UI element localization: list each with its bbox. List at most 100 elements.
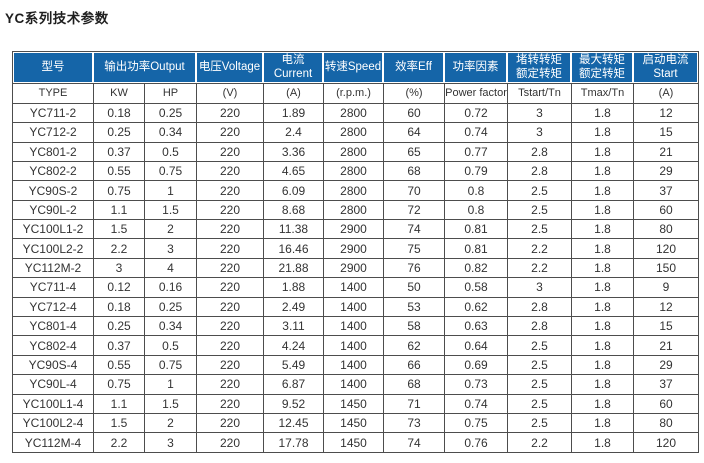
table-cell: 15 <box>633 316 698 336</box>
table-cell: 64 <box>383 122 444 142</box>
table-cell: 0.81 <box>444 238 507 258</box>
table-cell: 120 <box>633 238 698 258</box>
table-cell: 0.12 <box>93 277 144 297</box>
table-cell: 1450 <box>323 393 383 413</box>
header-row-units: TYPE KW HP (V) (A) (r.p.m.) (%) Power factor Tst… <box>13 82 698 103</box>
column-header-1: 输出功率Output <box>93 52 196 83</box>
column-header-0: 型号 <box>13 52 93 83</box>
table-cell: 2900 <box>323 238 383 258</box>
table-cell: 0.75 <box>93 180 144 200</box>
table-cell: 3 <box>507 122 571 142</box>
table-cell: 37 <box>633 180 698 200</box>
table-cell: 1 <box>144 180 196 200</box>
table-cell: 2800 <box>323 180 383 200</box>
table-cell: 76 <box>383 257 444 278</box>
table-cell: 37 <box>633 374 698 394</box>
header-row-main: 型号 输出功率Output 电压Voltage 电流Current 转速Speed 效率E… <box>13 52 698 83</box>
table-row: YC90L-2 1.1 1.5 220 8.68 2800 72 0.8 2.5 1.8 60 <box>13 199 698 220</box>
table-cell: 0.34 <box>144 316 196 336</box>
table-cell: 9 <box>633 277 698 297</box>
table-cell: 2800 <box>323 102 383 123</box>
table-cell: 220 <box>196 141 263 161</box>
table-cell: 0.8 <box>444 199 507 220</box>
table-cell: 0.73 <box>444 374 507 394</box>
table-row: YC711-4 0.12 0.16 220 1.88 1400 50 0.58 3 1.8 9 <box>13 277 698 297</box>
spec-table: 型号 输出功率Output 电压Voltage 电流Current 转速Speed 效率E… <box>12 51 699 453</box>
table-cell: 220 <box>196 432 263 452</box>
table-cell: 2.5 <box>507 219 571 239</box>
table-cell: 220 <box>196 257 263 278</box>
table-cell: 80 <box>633 219 698 239</box>
table-cell: 220 <box>196 238 263 258</box>
table-cell: 9.52 <box>263 393 323 413</box>
model-cell: YC90L-4 <box>13 374 93 393</box>
table-cell: 1.8 <box>571 238 633 258</box>
model-cell: YC90S-4 <box>13 354 93 374</box>
table-cell: 1.5 <box>144 199 196 220</box>
table-cell: 2.5 <box>507 413 571 433</box>
table-row: YC112M-4 2.2 3 220 17.78 1450 74 0.76 2.2 1.8 120 <box>13 432 698 452</box>
table-row: YC90L-4 0.75 1 220 6.87 1400 68 0.73 2.5 1.8 37 <box>13 374 698 394</box>
table-row: YC90S-4 0.55 0.75 220 5.49 1400 66 0.69 2.5 1.8 29 <box>13 354 698 375</box>
table-row: YC100L1-2 1.5 2 220 11.38 2900 74 0.81 2.5 1.8 80 <box>13 219 698 239</box>
table-cell: 0.25 <box>93 122 144 142</box>
model-cell: YC712-4 <box>13 296 93 316</box>
table-cell: 1.8 <box>571 160 633 181</box>
table-cell: 1.8 <box>571 316 633 336</box>
model-cell: YC100L1-4 <box>13 393 93 413</box>
table-cell: 50 <box>383 277 444 297</box>
table-cell: 1.8 <box>571 354 633 375</box>
table-cell: 29 <box>633 354 698 375</box>
model-cell: YC801-4 <box>13 316 93 335</box>
unit-header-8: Tstart/Tn <box>507 82 571 103</box>
table-cell: 2800 <box>323 122 383 142</box>
table-cell: 0.82 <box>444 257 507 278</box>
table-cell: 29 <box>633 160 698 181</box>
table-cell: 0.8 <box>444 180 507 200</box>
table-cell: 2 <box>144 413 196 433</box>
table-cell: 1450 <box>323 432 383 452</box>
table-cell: 2.5 <box>507 374 571 394</box>
table-cell: 1.88 <box>263 277 323 297</box>
table-cell: 1400 <box>323 374 383 394</box>
table-cell: 0.81 <box>444 219 507 239</box>
table-cell: 1450 <box>323 413 383 433</box>
unit-header-7: Power factor <box>444 82 507 103</box>
table-cell: 1.8 <box>571 180 633 200</box>
table-cell: 220 <box>196 219 263 239</box>
table-cell: 1.8 <box>571 257 633 278</box>
table-cell: 2.8 <box>507 316 571 336</box>
table-cell: 21 <box>633 335 698 355</box>
table-cell: 0.74 <box>444 393 507 413</box>
table-cell: 2900 <box>323 257 383 278</box>
table-cell: 0.75 <box>93 374 144 394</box>
table-cell: 1.8 <box>571 296 633 317</box>
page-title: YC系列技术参数 <box>5 11 109 26</box>
table-cell: 2 <box>144 219 196 239</box>
table-cell: 0.34 <box>144 122 196 142</box>
table-cell: 1.5 <box>93 219 144 239</box>
table-cell: 2.4 <box>263 122 323 142</box>
table-cell: 0.25 <box>144 296 196 317</box>
table-cell: 220 <box>196 296 263 317</box>
table-cell: 0.77 <box>444 141 507 161</box>
column-header-6: 功率因素 <box>444 52 507 83</box>
table-cell: 2.49 <box>263 296 323 317</box>
table-cell: 0.18 <box>93 296 144 317</box>
table-cell: 68 <box>383 160 444 181</box>
table-cell: 0.55 <box>93 160 144 181</box>
column-header-7: 堵转转矩 额定转矩 <box>507 52 571 83</box>
table-cell: 0.79 <box>444 160 507 181</box>
table-cell: 60 <box>383 102 444 123</box>
column-header-3: 电流Current <box>263 52 323 83</box>
table-cell: 220 <box>196 354 263 375</box>
table-row: YC90S-2 0.75 1 220 6.09 2800 70 0.8 2.5 1.8 37 <box>13 180 698 200</box>
table-cell: 3 <box>93 257 144 278</box>
model-cell: YC802-2 <box>13 160 93 180</box>
table-cell: 58 <box>383 316 444 336</box>
table-cell: 0.74 <box>444 122 507 142</box>
table-cell: 21 <box>633 141 698 161</box>
table-cell: 1400 <box>323 277 383 297</box>
table-cell: 4 <box>144 257 196 278</box>
